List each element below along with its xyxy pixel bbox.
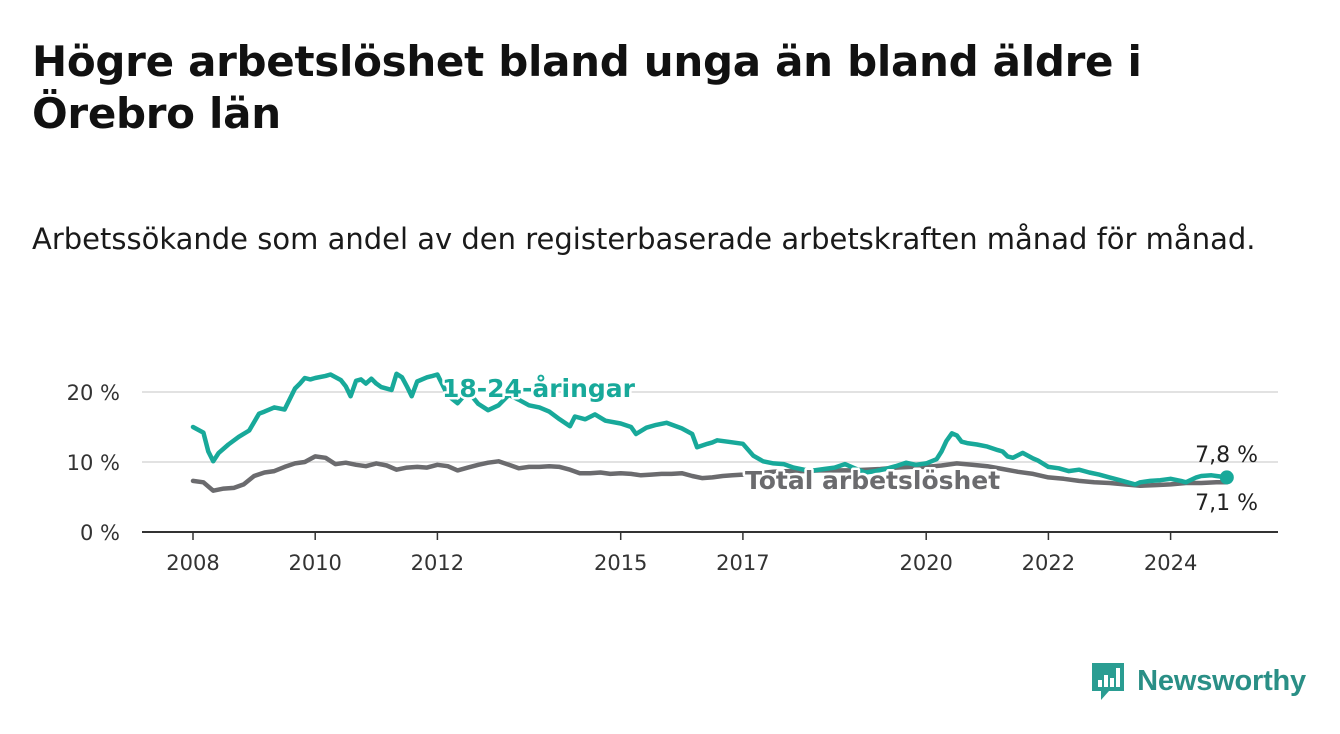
x-tick-label: 2010 (288, 551, 341, 575)
x-tick-label: 2008 (166, 551, 219, 575)
chart-subtitle: Arbetssökande som andel av den registerb… (32, 222, 1256, 256)
series-end-marker (1219, 470, 1234, 485)
brand-name: Newsworthy (1137, 664, 1306, 697)
x-tick-label: 2024 (1144, 551, 1197, 575)
series-label-total: Total arbetslöshet (745, 466, 1000, 495)
end-value-total: 7,1 % (1195, 491, 1258, 516)
y-tick-label: 10 % (67, 451, 120, 475)
series-lines (190, 371, 1234, 493)
x-tick-label: 2017 (716, 551, 769, 575)
series-line-total (190, 454, 1230, 493)
line-chart: 0 % 10 % 20 % 2008 2010 2012 2015 2017 2020 2022 2… (67, 371, 1278, 575)
axes: 0 % 10 % 20 % 2008 2010 2012 2015 2017 2020 2022 2… (67, 381, 1278, 575)
x-tick-label: 2020 (899, 551, 952, 575)
y-tick-label: 0 % (80, 521, 120, 545)
gridlines (142, 391, 1278, 463)
newsworthy-logo-icon (1092, 663, 1125, 700)
y-tick-label: 20 % (67, 381, 120, 405)
x-tick-label: 2022 (1022, 551, 1075, 575)
chart-title: Högre arbetslöshet bland unga än bland ä… (32, 37, 1142, 138)
x-tick-label: 2012 (411, 551, 464, 575)
series-line-youth (190, 371, 1230, 487)
series-label-youth: 18-24-åringar (442, 374, 636, 403)
end-value-youth: 7,8 % (1195, 443, 1258, 468)
series-labels: 18-24-åringar Total arbetslöshet 7,8 % 7,1 … (440, 372, 1259, 517)
brand-logo: Newsworthy (1089, 660, 1306, 702)
x-tick-label: 2015 (594, 551, 647, 575)
